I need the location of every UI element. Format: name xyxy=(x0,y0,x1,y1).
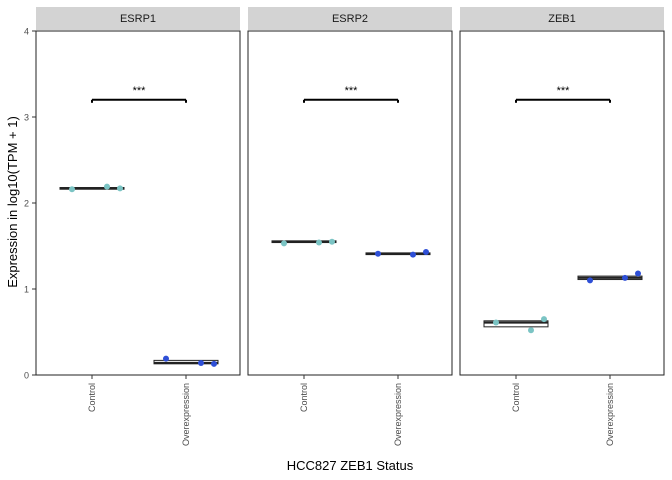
panel-border xyxy=(35,30,241,376)
data-point xyxy=(541,316,547,323)
y-tick-label: 2 xyxy=(24,199,29,209)
x-tick-label: Control xyxy=(87,383,97,412)
data-point xyxy=(410,251,416,258)
data-point xyxy=(104,183,110,190)
data-point xyxy=(163,355,169,362)
panel-border xyxy=(247,30,453,376)
data-point xyxy=(375,250,381,257)
y-axis: 0 1 2 3 4 xyxy=(24,27,36,381)
data-point xyxy=(198,359,204,366)
data-point xyxy=(635,270,641,277)
x-tick-label: Overexpression xyxy=(605,383,615,446)
significance-label: *** xyxy=(557,85,571,97)
facet-zeb1: ZEB1 *** Control Overexpression xyxy=(459,7,665,446)
x-tick-label: Control xyxy=(299,383,309,412)
data-point xyxy=(316,239,322,246)
facet-strip-label: ZEB1 xyxy=(548,13,576,25)
panel-border xyxy=(459,30,665,376)
x-axis-title: HCC827 ZEB1 Status xyxy=(287,458,414,473)
facet-strip xyxy=(248,7,452,30)
y-tick-label: 1 xyxy=(24,285,29,295)
significance-label: *** xyxy=(345,85,359,97)
x-tick-label: Control xyxy=(511,383,521,412)
data-point xyxy=(493,319,499,326)
facet-panels: ESRP1 *** Control Overexpression ESRP2 *** Con… xyxy=(35,7,665,446)
data-point xyxy=(329,238,335,245)
data-point xyxy=(587,277,593,284)
facet-esrp1: ESRP1 *** Control Overexpression xyxy=(35,7,241,446)
data-point xyxy=(622,274,628,281)
x-tick-label: Overexpression xyxy=(393,383,403,446)
facet-strip xyxy=(460,7,664,30)
facet-strip xyxy=(36,7,240,30)
facet-strip-label: ESRP1 xyxy=(120,13,156,25)
y-axis-title: Expression in log10(TPM + 1) xyxy=(5,116,20,288)
y-tick-label: 0 xyxy=(24,371,29,381)
box xyxy=(483,320,549,328)
data-point xyxy=(528,327,534,334)
x-tick-label: Overexpression xyxy=(181,383,191,446)
data-point xyxy=(211,360,217,367)
y-tick-label: 4 xyxy=(24,27,29,37)
facet-strip-label: ESRP2 xyxy=(332,13,368,25)
facet-esrp2: ESRP2 *** Control Overexpression xyxy=(247,7,453,446)
data-point xyxy=(281,240,287,247)
y-tick-label: 3 xyxy=(24,113,29,123)
significance-label: *** xyxy=(133,85,147,97)
data-point xyxy=(117,185,123,192)
data-point xyxy=(423,249,429,256)
data-point xyxy=(69,186,75,193)
